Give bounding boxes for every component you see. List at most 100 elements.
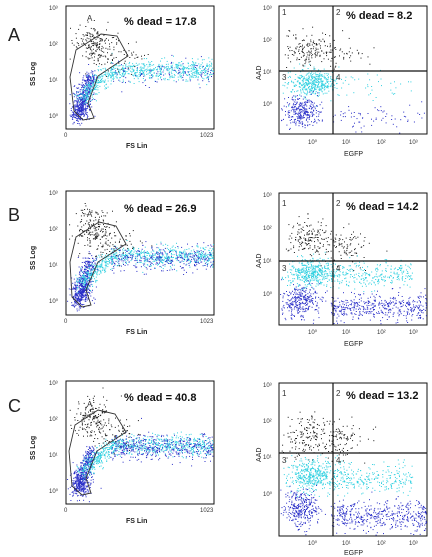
- scatter-point: [335, 247, 337, 248]
- scatter-point: [83, 261, 85, 263]
- scatter-point: [166, 67, 168, 69]
- scatter-point: [306, 225, 308, 227]
- scatter-point: [158, 73, 160, 75]
- scatter-point: [177, 246, 179, 247]
- scatter-point: [147, 264, 149, 266]
- scatter-point: [292, 104, 294, 106]
- scatter-point: [88, 291, 90, 293]
- scatter-point: [77, 91, 79, 93]
- scatter-point: [81, 281, 83, 283]
- scatter-point: [186, 249, 188, 250]
- scatter-point: [211, 73, 213, 75]
- scatter-point: [302, 48, 304, 50]
- scatter-point: [203, 260, 205, 262]
- scatter-point: [195, 257, 197, 259]
- scatter-point: [291, 54, 293, 55]
- scatter-point: [324, 265, 326, 267]
- scatter-point: [86, 103, 88, 104]
- scatter-point: [171, 69, 173, 70]
- scatter-point: [70, 288, 72, 290]
- scatter-point: [182, 252, 184, 253]
- scatter-point: [86, 266, 88, 268]
- scatter-point: [308, 83, 310, 85]
- scatter-point: [169, 76, 171, 78]
- scatter-point: [78, 292, 80, 294]
- scatter-point: [125, 239, 127, 241]
- scatter-point: [84, 233, 86, 235]
- scatter-point: [79, 228, 81, 230]
- scatter-point: [87, 84, 89, 86]
- scatter-point: [302, 28, 304, 30]
- scatter-point: [91, 53, 93, 55]
- scatter-point: [88, 64, 90, 65]
- scatter-point: [347, 245, 349, 247]
- scatter-point: [290, 242, 292, 244]
- scatter-point: [208, 260, 209, 262]
- scatter-point: [83, 91, 85, 93]
- scatter-point: [304, 79, 306, 81]
- scatter-point: [310, 105, 311, 107]
- scatter-point: [163, 69, 165, 71]
- scatter-point: [90, 72, 92, 74]
- scatter-point: [88, 277, 90, 279]
- scatter-point: [96, 259, 97, 261]
- scatter-point: [156, 69, 158, 71]
- scatter-point: [107, 52, 108, 54]
- scatter-point: [74, 301, 75, 303]
- scatter-point: [109, 46, 111, 48]
- scatter-point: [176, 260, 178, 262]
- scatter-point: [115, 70, 117, 72]
- scatter-point: [177, 67, 179, 68]
- scatter-point: [169, 248, 171, 250]
- scatter-point: [112, 254, 114, 256]
- scatter-point: [96, 43, 98, 45]
- scatter-point: [81, 293, 83, 295]
- scatter-point: [159, 259, 161, 261]
- scatter-point: [130, 256, 132, 258]
- scatter-point: [308, 77, 310, 79]
- scatter-point: [319, 111, 321, 113]
- scatter-point: [87, 233, 89, 235]
- scatter-point: [109, 260, 111, 261]
- scatter-point: [84, 279, 86, 281]
- scatter-point: [77, 123, 79, 124]
- scatter-point: [182, 258, 184, 260]
- scatter-point: [82, 110, 84, 112]
- scatter-point: [289, 71, 291, 73]
- scatter-point: [151, 263, 153, 265]
- scatter-point: [86, 86, 88, 88]
- scatter-point: [88, 253, 90, 255]
- scatter-point: [284, 82, 286, 84]
- scatter-point: [97, 233, 99, 235]
- scatter-point: [166, 69, 168, 71]
- scatter-point: [324, 41, 325, 43]
- scatter-point: [77, 104, 79, 106]
- y-tick-label: 10²: [49, 227, 58, 233]
- scatter-point: [79, 111, 81, 112]
- scatter-point: [110, 67, 112, 69]
- scatter-point: [208, 258, 210, 260]
- scatter-point: [142, 70, 144, 72]
- scatter-point: [212, 248, 214, 250]
- scatter-point: [79, 118, 81, 120]
- scatter-point: [86, 95, 88, 97]
- scatter-point: [107, 266, 109, 268]
- scatter-point: [83, 99, 85, 101]
- scatter-point: [72, 282, 74, 284]
- scatter-point: [161, 266, 162, 268]
- scatter-point: [164, 264, 166, 265]
- scatter-point: [122, 251, 124, 253]
- scatter-point: [390, 89, 392, 91]
- scatter-point: [94, 265, 96, 267]
- scatter-point: [311, 232, 313, 234]
- scatter-point: [94, 93, 96, 95]
- scatter-point: [355, 131, 357, 133]
- scatter-point: [299, 108, 301, 110]
- scatter-point: [89, 286, 91, 288]
- scatter-point: [210, 254, 212, 255]
- scatter-point: [85, 34, 87, 36]
- scatter-point: [169, 260, 170, 262]
- scatter-point: [92, 289, 93, 291]
- scatter-point: [110, 76, 112, 78]
- scatter-point: [190, 75, 192, 77]
